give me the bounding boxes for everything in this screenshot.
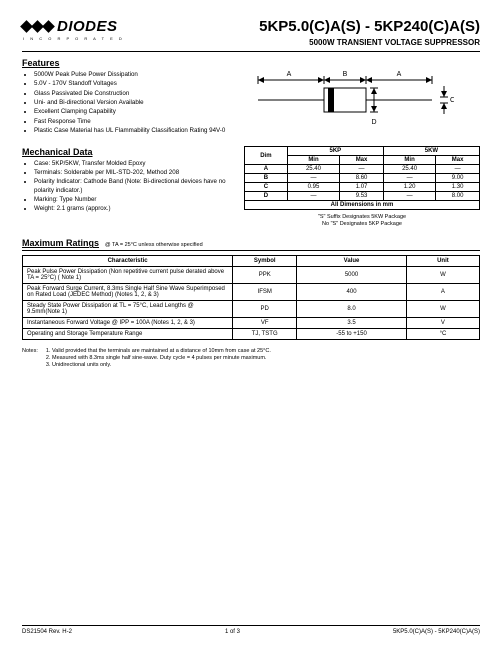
note-item: 2. Measured with 8.3ms single half sine-…: [46, 355, 271, 361]
header: DIODES I N C O R P O R A T E D 5KP5.0(C)…: [22, 18, 480, 47]
subtitle: 5000W TRANSIENT VOLTAGE SUPPRESSOR: [259, 38, 480, 47]
logo-brand: DIODES: [57, 18, 118, 35]
table-header: 5KP: [287, 147, 383, 156]
caption-line: "S" Suffix Designates 5KW Package: [244, 214, 480, 221]
table-row: Instantaneous Forward Voltage @ IPP = 10…: [23, 318, 480, 329]
ratings-heading: Maximum Ratings: [22, 238, 99, 248]
ratings-table: Characteristic Symbol Value Unit Peak Pu…: [22, 255, 480, 340]
features-heading: Features: [22, 58, 232, 68]
upper-columns: Features 5000W Peak Pulse Power Dissipat…: [22, 58, 480, 228]
list-item: Glass Passivated Die Construction: [34, 90, 232, 98]
dim-label-b: B: [343, 71, 348, 78]
dim-label-a2: A: [397, 71, 402, 78]
list-item: 5000W Peak Pulse Power Dissipation: [34, 71, 232, 79]
ratings-header: Maximum Ratings @ TA = 25°C unless other…: [22, 238, 480, 248]
features-list: 5000W Peak Pulse Power Dissipation 5.0V …: [34, 71, 232, 136]
table-row: B—8.60—9.00: [245, 174, 480, 183]
part-title: 5KP5.0(C)A(S) - 5KP240(C)A(S): [259, 18, 480, 35]
table-row: All Dimensions in mm: [245, 201, 480, 210]
table-row: Peak Forward Surge Current, 8.3ms Single…: [23, 284, 480, 301]
table-header: 5KW: [383, 147, 479, 156]
package-drawing: A B A C D: [244, 64, 454, 136]
dim-label-a: A: [287, 71, 292, 78]
list-item: Marking: Type Number: [34, 196, 232, 204]
logo-sub: I N C O R P O R A T E D: [23, 36, 124, 41]
table-header: Value: [297, 256, 407, 267]
note-item: 3. Unidirectional units only.: [46, 362, 271, 368]
list-item: Plastic Case Material has UL Flammabilit…: [34, 127, 232, 135]
table-header: Unit: [406, 256, 479, 267]
list-item: Uni- and Bi-directional Version Availabl…: [34, 99, 232, 107]
table-header: Characteristic: [23, 256, 233, 267]
list-item: Excellent Clamping Capability: [34, 108, 232, 116]
table-row: Steady State Power Dissipation at TL = 7…: [23, 301, 480, 318]
table-row: Operating and Storage Temperature RangeT…: [23, 329, 480, 340]
footer-mid: 1 of 3: [225, 629, 240, 635]
package-caption: "S" Suffix Designates 5KW Package No "S"…: [244, 214, 480, 228]
caption-line: No "S" Designates 5KP Package: [244, 221, 480, 228]
table-header: Dim: [245, 147, 288, 165]
table-header: Symbol: [233, 256, 297, 267]
table-header: Max: [436, 156, 480, 165]
list-item: Polarity Indicator: Cathode Band (Note: …: [34, 178, 232, 195]
list-item: Fast Response Time: [34, 118, 232, 126]
table-row: D—9.53—8.00: [245, 192, 480, 201]
logo-icon: [22, 22, 53, 31]
footer: DS21504 Rev. H-2 1 of 3 5KP5.0(C)A(S) - …: [22, 625, 480, 635]
dim-label-c: C: [450, 97, 454, 104]
notes: Notes: 1. Valid provided that the termin…: [22, 348, 480, 369]
ratings-condition: @ TA = 25°C unless otherwise specified: [105, 242, 203, 248]
dim-label-d: D: [371, 119, 376, 126]
rule: [22, 250, 480, 251]
table-header: Min: [287, 156, 339, 165]
table-row: Peak Pulse Power Dissipation (Non repeti…: [23, 267, 480, 284]
list-item: Case: 5KP/5KW, Transfer Molded Epoxy: [34, 160, 232, 168]
list-item: 5.0V - 170V Standoff Voltages: [34, 80, 232, 88]
table-row: A25.40—25.40—: [245, 165, 480, 174]
table-header: Max: [340, 156, 384, 165]
table-row: C0.951.071.201.30: [245, 183, 480, 192]
footer-right: 5KP5.0(C)A(S) - 5KP240(C)A(S): [393, 629, 480, 635]
logo: DIODES I N C O R P O R A T E D: [22, 18, 124, 41]
mechanical-list: Case: 5KP/5KW, Transfer Molded Epoxy Ter…: [34, 160, 232, 214]
mechanical-heading: Mechanical Data: [22, 147, 232, 157]
table-header: Min: [383, 156, 435, 165]
list-item: Weight: 2.1 grams (approx.): [34, 205, 232, 213]
notes-label: Notes:: [22, 348, 38, 369]
dimensions-table: Dim 5KP 5KW Min Max Min Max A25.40—25.40…: [244, 146, 480, 210]
list-item: Terminals: Solderable per MIL-STD-202, M…: [34, 169, 232, 177]
rule: [22, 51, 480, 52]
footer-left: DS21504 Rev. H-2: [22, 629, 72, 635]
note-item: 1. Valid provided that the terminals are…: [46, 348, 271, 354]
title-block: 5KP5.0(C)A(S) - 5KP240(C)A(S) 5000W TRAN…: [259, 18, 480, 47]
